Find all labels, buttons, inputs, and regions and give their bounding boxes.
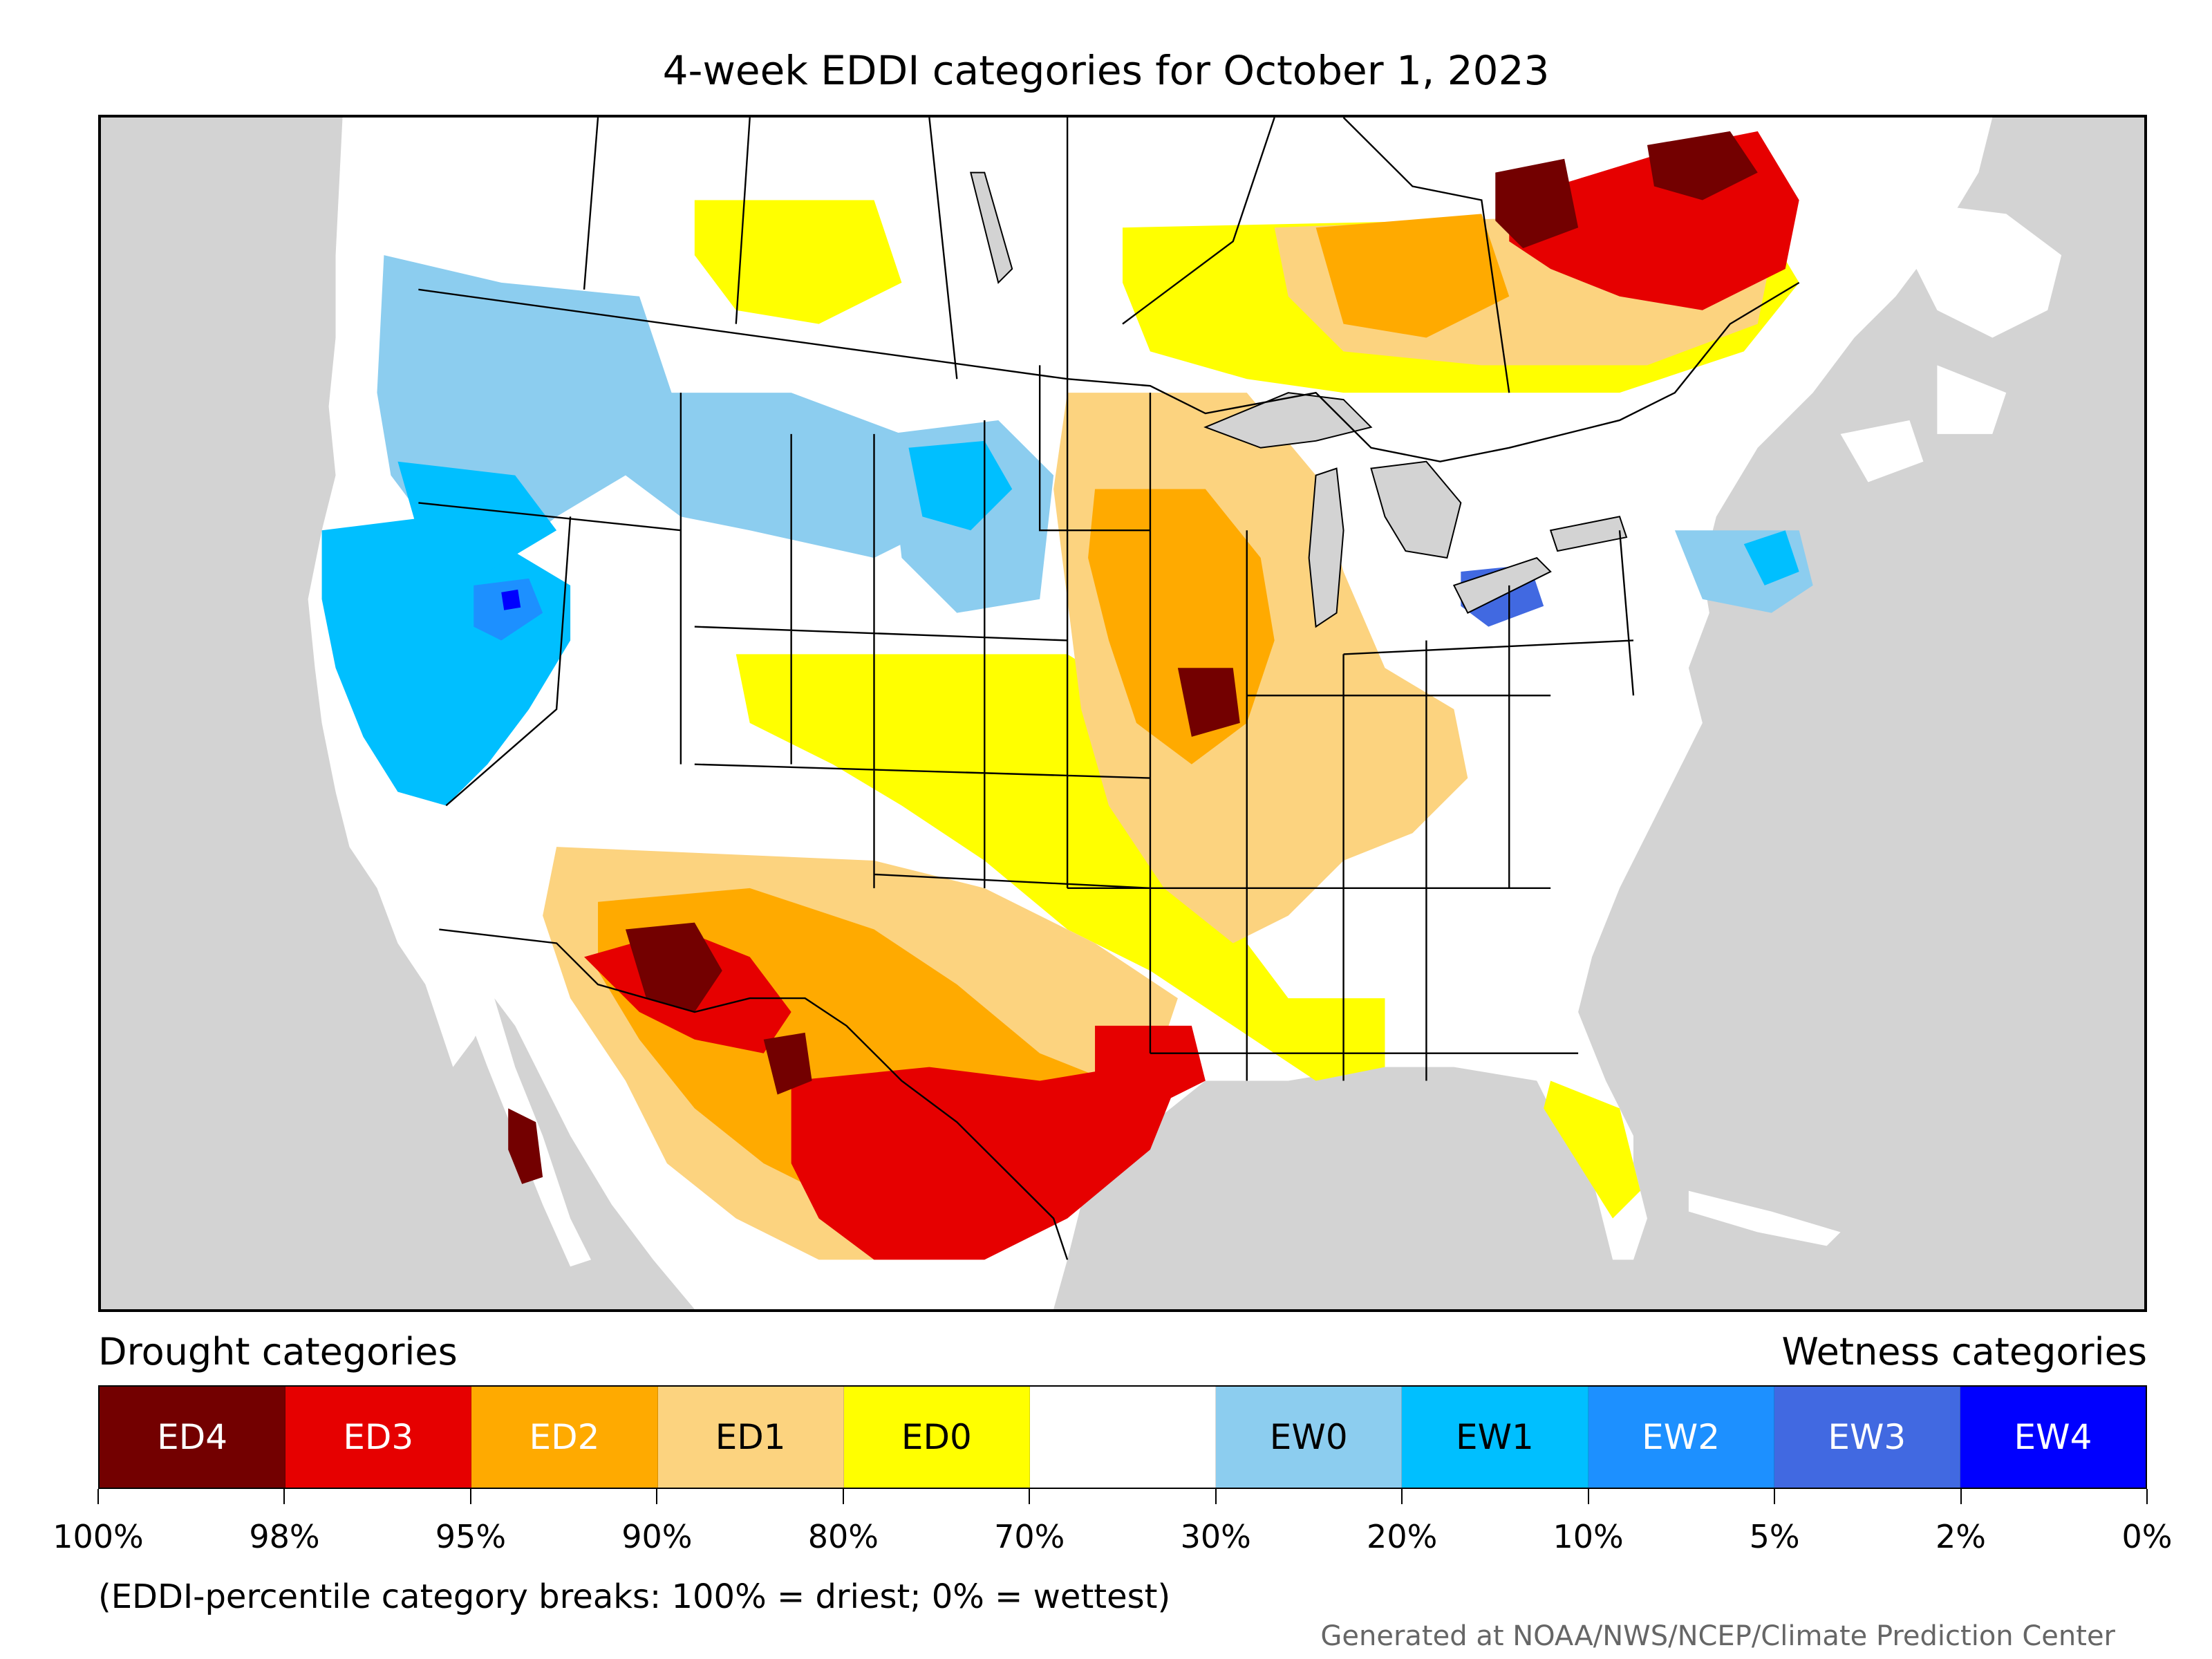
- region-ew1-oregon: [397, 461, 557, 572]
- legend-tick: [656, 1489, 658, 1504]
- region-ew1-south-dakota: [908, 440, 1013, 531]
- drought-categories-heading: Drought categories: [98, 1330, 458, 1374]
- region-ed4-quebec-east: [1647, 131, 1758, 200]
- legend-swatch-ed1: ED1: [657, 1387, 844, 1488]
- legend-tick: [1215, 1489, 1217, 1504]
- legend-swatch-ew3: EW3: [1774, 1387, 1960, 1488]
- legend-break-label: 90%: [621, 1518, 693, 1555]
- legend-tick: [97, 1489, 99, 1504]
- legend-swatch-neutral: [1029, 1387, 1217, 1488]
- legend-swatch-ew1: EW1: [1402, 1387, 1588, 1488]
- lake-ontario: [1549, 516, 1628, 552]
- region-ed3-louisiana: [1095, 1025, 1206, 1109]
- region-ed3-texas: [791, 1067, 1178, 1260]
- legend-swatch-ed3: ED3: [285, 1387, 472, 1488]
- legend-break-label: 95%: [435, 1518, 507, 1555]
- legend-tick: [1401, 1489, 1403, 1504]
- region-ed0-plains: [735, 654, 1385, 1081]
- eddi-map: [98, 115, 2147, 1312]
- legend-tick: [1774, 1489, 1776, 1504]
- state-lines: [418, 365, 1635, 1081]
- legend-tick: [283, 1489, 285, 1504]
- region-ed4-quebec: [1495, 158, 1579, 249]
- legend-swatch-ed4: ED4: [100, 1387, 286, 1488]
- legend-break-label: 98%: [249, 1518, 320, 1555]
- map-canvas: [101, 118, 2144, 1309]
- legend-swatch-ed2: ED2: [471, 1387, 658, 1488]
- legend-tick: [1960, 1489, 1962, 1504]
- legend-break-label: 70%: [994, 1518, 1065, 1555]
- lake-winnipeg: [970, 171, 1013, 284]
- legend-break-label: 30%: [1180, 1518, 1251, 1555]
- region-ed2-canada: [1315, 214, 1510, 338]
- eddi-fills: [321, 131, 1813, 1260]
- lake-erie: [1452, 556, 1552, 615]
- legend-break-label: 2%: [1936, 1518, 1987, 1555]
- legend-break-label: 80%: [807, 1518, 879, 1555]
- legend-break-label: 5%: [1749, 1518, 1800, 1555]
- region-ew0-north-rockies: [612, 393, 930, 559]
- legend-swatch-ew2: EW2: [1588, 1387, 1774, 1488]
- legend-swatch-ew0: EW0: [1216, 1387, 1403, 1488]
- region-ed4-missouri: [1177, 668, 1240, 737]
- lake-michigan: [1308, 467, 1344, 628]
- region-ew2-utah: [474, 578, 543, 641]
- legend-tick: [842, 1489, 844, 1504]
- region-ed4-baja: [508, 1108, 543, 1184]
- category-breaks-note: (EDDI-percentile category breaks: 100% =…: [98, 1577, 1171, 1616]
- wetness-categories-heading: Wetness categories: [1781, 1330, 2147, 1374]
- region-ed0-montana: [694, 200, 902, 324]
- legend-tick: [469, 1489, 471, 1504]
- legend-swatch-ew4: EW4: [1960, 1387, 2146, 1488]
- region-ed4-nm: [763, 1032, 812, 1095]
- us-mexico-border: [439, 928, 1069, 1260]
- region-ed0-florida: [1544, 1080, 1640, 1219]
- legend-break-label: 10%: [1553, 1518, 1624, 1555]
- province-lines: [583, 118, 1510, 393]
- credit-line: Generated at NOAA/NWS/NCEP/Climate Predi…: [1320, 1620, 2115, 1652]
- legend-tick: [2146, 1489, 2148, 1504]
- lake-huron: [1370, 460, 1462, 559]
- legend-break-label: 100%: [53, 1518, 144, 1555]
- legend-tick: [1587, 1489, 1589, 1504]
- great-lakes: [970, 171, 1628, 628]
- category-legend: ED4 ED3 ED2 ED1 ED0 EW0 EW1 EW2 EW3 EW4: [98, 1385, 2147, 1489]
- legend-break-label: 20%: [1367, 1518, 1438, 1555]
- region-ew4-utah-spot: [501, 589, 521, 610]
- us-canada-border: [418, 281, 1800, 462]
- region-ed4-arizona: [625, 922, 722, 1012]
- map-title: 4-week EDDI categories for October 1, 20…: [662, 47, 1550, 94]
- legend-swatch-ed0: ED0: [843, 1387, 1030, 1488]
- boundaries: [418, 118, 1800, 1260]
- legend-break-label: 0%: [2121, 1518, 2173, 1555]
- legend-tick: [1029, 1489, 1031, 1504]
